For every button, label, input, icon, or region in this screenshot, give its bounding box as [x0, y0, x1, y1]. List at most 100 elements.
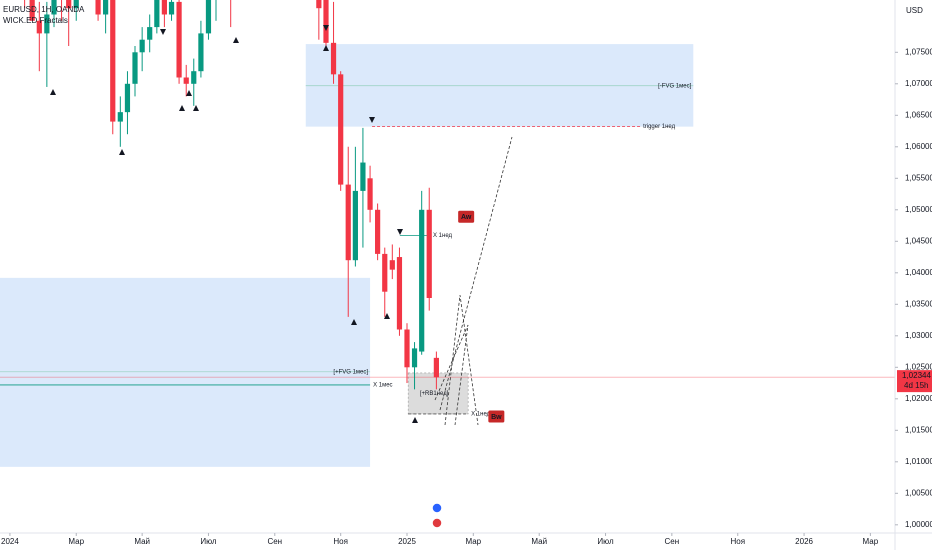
candle-body	[352, 190, 358, 261]
candle-body	[382, 253, 388, 292]
fractal-up	[193, 105, 199, 111]
candle-body	[183, 77, 189, 84]
candle-body	[154, 0, 160, 28]
candle-body	[176, 1, 182, 78]
candle-body	[44, 14, 50, 34]
fractal-up	[412, 417, 418, 423]
fractal-down	[397, 229, 403, 235]
y-tick-label: 1,01000	[905, 457, 932, 466]
badge-label: Aw	[461, 214, 472, 221]
zone	[0, 277, 371, 467]
zone-label: [+RB1нед]	[420, 391, 449, 397]
candle-body	[323, 0, 329, 43]
candle-body	[367, 178, 373, 210]
candle-body	[139, 39, 145, 53]
candle-body	[66, 0, 72, 9]
candle-body	[168, 1, 175, 15]
zone-label: [-FVG 1мес]	[658, 83, 691, 89]
candle-body	[426, 209, 432, 299]
candle-body	[389, 260, 395, 270]
y-tick-label: 1,05500	[905, 173, 932, 182]
level-label: X 1нед	[471, 412, 491, 418]
y-tick-label: 1,02500	[905, 362, 932, 371]
y-tick-label: 1,01500	[905, 425, 932, 434]
x-tick-label: Ноя	[730, 537, 745, 546]
candle-body	[29, 0, 35, 21]
badge	[458, 210, 475, 223]
candle-body	[198, 33, 204, 72]
badge-label: Bw	[491, 414, 502, 421]
candle-body	[191, 71, 197, 84]
candle-body	[411, 348, 418, 368]
zone-label: [+FVG 1мес]	[333, 369, 368, 375]
level-label: X 1нед	[433, 233, 453, 239]
candle-body	[338, 74, 344, 185]
level-label: trigger 1нед	[643, 124, 676, 130]
y-tick-label: 1,07500	[905, 47, 932, 56]
x-tick-label: Мар	[465, 537, 481, 546]
indicator-name: WICK.ED Fractals	[3, 16, 68, 25]
projection-line	[434, 324, 469, 426]
x-tick-label: 2024	[1, 537, 19, 546]
x-tick-label: Ноя	[333, 537, 348, 546]
fractal-up	[119, 149, 125, 155]
fractal-up	[186, 90, 192, 96]
x-tick-label: 2026	[795, 537, 813, 546]
x-tick-label: Сен	[665, 537, 680, 546]
candle-body	[36, 20, 42, 34]
last-price-label: 1,02344	[902, 371, 931, 380]
candle-body	[73, 0, 79, 9]
y-tick-label: 1,03000	[905, 331, 932, 340]
y-tick-label: 1,00500	[905, 488, 932, 497]
candle-body	[345, 184, 351, 261]
candle-body	[205, 0, 212, 34]
fractal-up	[351, 319, 357, 325]
level-label: X 1мес	[373, 383, 392, 389]
last-price-box	[897, 370, 932, 393]
x-tick-label: Май	[531, 537, 547, 546]
projection-line	[444, 294, 479, 426]
candle-body	[117, 112, 123, 122]
y-tick-label: 1,03500	[905, 299, 932, 308]
x-tick-label: Июл	[200, 537, 217, 546]
candle-body	[124, 83, 131, 113]
candle-body	[110, 0, 116, 122]
plot-area: [-FVG 1мес] [+FVG 1мес] [+RB1нед] trigger 1…	[0, 0, 895, 467]
x-tick-label: Май	[134, 537, 150, 546]
fractal-up	[323, 45, 329, 51]
candle-body	[433, 357, 439, 378]
y-tick-label: 1,06000	[905, 142, 932, 151]
x-tick-label: Июл	[597, 537, 614, 546]
currency: USD	[906, 6, 923, 15]
candle-body	[161, 0, 167, 15]
fractal-down	[160, 29, 166, 35]
annotations	[50, 25, 513, 529]
fractal-down	[369, 117, 375, 123]
event-icon[interactable]	[431, 502, 443, 514]
y-tick-label: 1,05000	[905, 205, 932, 214]
fractal-up	[233, 37, 239, 43]
countdown-label: 4d 15h	[904, 381, 928, 390]
fractal-up	[179, 105, 185, 111]
fractal-up	[384, 313, 390, 319]
x-tick-label: Сен	[267, 537, 282, 546]
candle-body	[316, 0, 322, 9]
candle-body	[132, 52, 138, 84]
candle-body	[360, 162, 366, 191]
candle-body	[51, 0, 57, 15]
axes: 1,00000 1,00500 1,01000 1,01500 1,02000 1,025…	[1, 47, 932, 546]
y-tick-label: 1,00000	[905, 520, 932, 529]
symbol-title: EURUSD, 1Н, OANDA	[3, 5, 85, 14]
candle-body	[147, 27, 153, 40]
y-tick-label: 1,02000	[905, 394, 932, 403]
x-tick-label: 2025	[398, 537, 416, 546]
event-icon[interactable]	[431, 517, 443, 529]
candle-body	[419, 209, 425, 352]
candle-body	[375, 209, 381, 254]
candle-body	[396, 257, 403, 330]
y-tick-label: 1,04000	[905, 268, 932, 277]
y-tick-label: 1,06500	[905, 110, 932, 119]
fractal-down	[323, 25, 329, 31]
x-tick-label: Мар	[68, 537, 84, 546]
candle-body	[330, 42, 337, 75]
